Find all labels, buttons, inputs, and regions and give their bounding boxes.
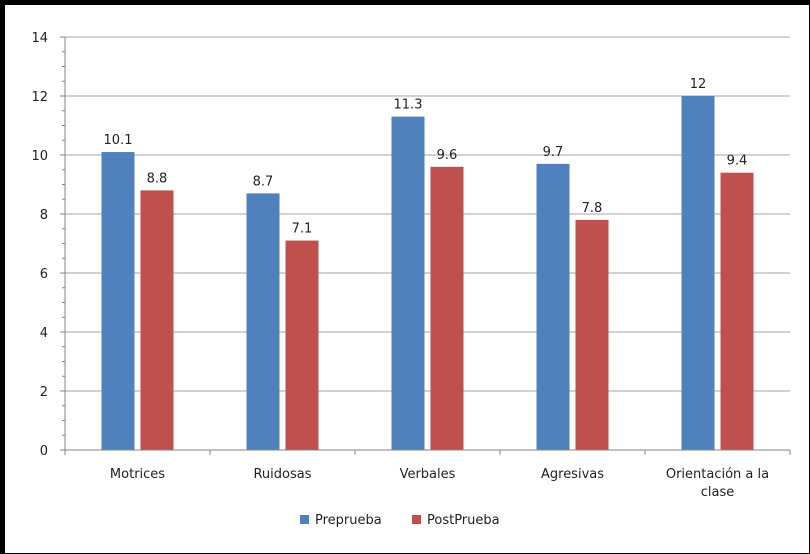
data-label: 11.3	[394, 98, 423, 113]
y-tick-label: 4	[40, 326, 48, 341]
data-label: 8.7	[253, 174, 274, 189]
bar-preprueba-3	[536, 163, 570, 450]
y-tick-label: 2	[40, 385, 48, 400]
y-tick-label: 8	[40, 208, 48, 223]
bar-postprueba-0	[140, 190, 174, 450]
x-axis: Motrices Ruidosas Verbales Agresivas Orienta…	[64, 449, 791, 500]
category-label: Agresivas	[541, 467, 604, 482]
bar-postprueba-3	[575, 219, 609, 450]
data-label: 9.4	[727, 154, 748, 169]
gridlines	[65, 36, 790, 451]
bar-preprueba-4	[681, 96, 715, 450]
data-label: 7.1	[292, 222, 313, 237]
data-label: 9.7	[543, 145, 564, 160]
data-label: 12	[690, 77, 707, 92]
data-label: 9.6	[437, 148, 458, 163]
data-label: 8.8	[147, 171, 168, 186]
y-tick-label: 12	[31, 90, 48, 105]
legend-swatch-postprueba	[412, 515, 421, 524]
category-label: Verbales	[400, 467, 456, 482]
y-tick-label: 10	[31, 149, 48, 164]
y-tick-label: 6	[40, 267, 48, 282]
bar-preprueba-2	[391, 116, 425, 451]
data-labels: 10.1 8.7 11.3 9.7 12 8.8 7.1 9.6 7.8 9.4	[104, 77, 748, 237]
legend-label: Preprueba	[315, 513, 382, 528]
data-label: 7.8	[582, 201, 603, 216]
bars	[101, 96, 754, 451]
y-tick-label: 0	[40, 444, 48, 459]
bar-preprueba-1	[246, 193, 280, 450]
legend-label: PostPrueba	[427, 513, 500, 528]
bar-postprueba-4	[720, 172, 754, 450]
category-label: Motrices	[110, 467, 165, 482]
data-label: 10.1	[104, 133, 133, 148]
bar-postprueba-2	[430, 166, 464, 451]
category-label: Orientación a la clase	[666, 467, 769, 500]
y-axis: 0 2 4 6 8 10 12 14	[31, 31, 66, 459]
legend-swatch-preprueba	[300, 515, 309, 524]
y-tick-label: 14	[31, 31, 48, 46]
legend: Preprueba PostPrueba	[300, 513, 500, 528]
bar-postprueba-1	[285, 240, 319, 450]
bar-preprueba-0	[101, 152, 135, 451]
category-label: Ruidosas	[253, 467, 311, 482]
